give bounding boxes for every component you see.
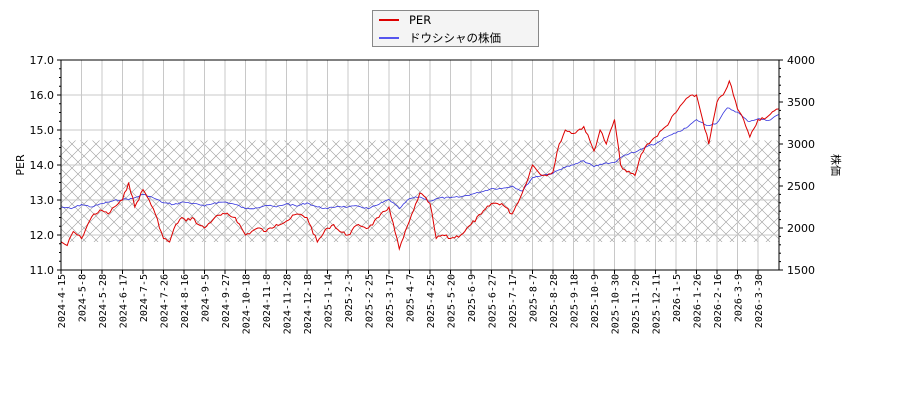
x-tick-label: 2025-12-11 bbox=[652, 274, 663, 334]
x-tick-label: 2025-10-30 bbox=[611, 274, 622, 334]
x-tick-label: 2025-4-25 bbox=[426, 274, 437, 328]
right-tick-label: 2000 bbox=[787, 222, 815, 235]
left-tick-label: 11.0 bbox=[30, 264, 55, 277]
shaded-band bbox=[61, 140, 779, 242]
x-tick-label: 2026-3-30 bbox=[754, 274, 765, 328]
right-tick-label: 2500 bbox=[787, 180, 815, 193]
left-tick-label: 12.0 bbox=[30, 229, 55, 242]
x-tick-label: 2024-11-8 bbox=[262, 274, 273, 328]
x-tick-label: 2026-1-26 bbox=[693, 274, 704, 328]
right-tick-label: 3500 bbox=[787, 96, 815, 109]
x-tick-label: 2024-5-28 bbox=[98, 274, 109, 328]
x-tick-label: 2024-7-5 bbox=[139, 274, 150, 322]
x-tick-label: 2025-1-14 bbox=[324, 274, 335, 328]
legend-label-price: ドウシシャの株価 bbox=[409, 31, 501, 45]
left-tick-label: 16.0 bbox=[30, 89, 55, 102]
x-tick-label: 2025-11-20 bbox=[631, 274, 642, 334]
right-axis: 4000 3500 3000 2500 2000 1500 bbox=[779, 54, 815, 277]
x-tick-label: 2024-5-8 bbox=[78, 274, 89, 322]
x-axis: 2024-4-15 2024-5-8 2024-5-28 2024-6-17 2024-… bbox=[57, 270, 765, 334]
x-tick-label: 2024-6-17 bbox=[119, 274, 130, 328]
left-tick-label: 15.0 bbox=[30, 124, 55, 137]
left-axis-title: PER bbox=[14, 154, 27, 176]
x-tick-label: 2024-7-26 bbox=[160, 274, 171, 328]
x-tick-label: 2026-3-9 bbox=[734, 274, 745, 322]
x-tick-label: 2025-8-28 bbox=[549, 274, 560, 328]
x-tick-label: 2025-6-27 bbox=[488, 274, 499, 328]
legend-label-per: PER bbox=[409, 13, 432, 27]
x-tick-label: 2024-9-27 bbox=[221, 274, 232, 328]
x-tick-label: 2025-2-25 bbox=[365, 274, 376, 328]
x-tick-label: 2025-2-3 bbox=[344, 274, 355, 322]
x-tick-label: 2024-9-5 bbox=[201, 274, 212, 322]
right-tick-label: 1500 bbox=[787, 264, 815, 277]
x-tick-label: 2025-6-9 bbox=[467, 274, 478, 322]
series-lines bbox=[61, 79, 779, 251]
x-tick-label: 2025-5-20 bbox=[447, 274, 458, 328]
legend-swatch-per bbox=[379, 19, 399, 21]
x-tick-label: 2024-4-15 bbox=[57, 274, 68, 328]
left-tick-label: 14.0 bbox=[30, 159, 55, 172]
x-tick-label: 2025-8-7 bbox=[529, 274, 540, 322]
x-tick-label: 2026-1-5 bbox=[672, 274, 683, 322]
per-line bbox=[61, 79, 779, 251]
right-axis-title: 株価 bbox=[829, 154, 843, 176]
x-tick-label: 2025-3-17 bbox=[385, 274, 396, 328]
x-tick-label: 2024-8-16 bbox=[180, 274, 191, 328]
legend-swatch-price bbox=[379, 37, 399, 39]
x-tick-label: 2025-10-9 bbox=[590, 274, 601, 328]
legend-item-price: ドウシシャの株価 bbox=[379, 30, 501, 46]
right-tick-label: 4000 bbox=[787, 54, 815, 67]
x-tick-label: 2024-11-28 bbox=[283, 274, 294, 334]
left-tick-label: 13.0 bbox=[30, 194, 55, 207]
x-tick-label: 2026-2-16 bbox=[713, 274, 724, 328]
legend: PER ドウシシャの株価 bbox=[372, 10, 539, 47]
price-line bbox=[61, 107, 779, 210]
legend-item-per: PER bbox=[379, 12, 431, 28]
left-axis: 17.0 16.0 15.0 14.0 13.0 12.0 11.0 bbox=[30, 54, 61, 277]
x-tick-label: 2024-10-18 bbox=[242, 274, 253, 334]
x-tick-label: 2025-9-18 bbox=[570, 274, 581, 328]
x-tick-label: 2024-12-18 bbox=[303, 274, 314, 334]
x-tick-label: 2025-7-17 bbox=[508, 274, 519, 328]
grid-lines bbox=[60, 60, 779, 270]
left-tick-label: 17.0 bbox=[30, 54, 55, 67]
x-tick-label: 2025-4-7 bbox=[406, 274, 417, 322]
right-tick-label: 3000 bbox=[787, 138, 815, 151]
